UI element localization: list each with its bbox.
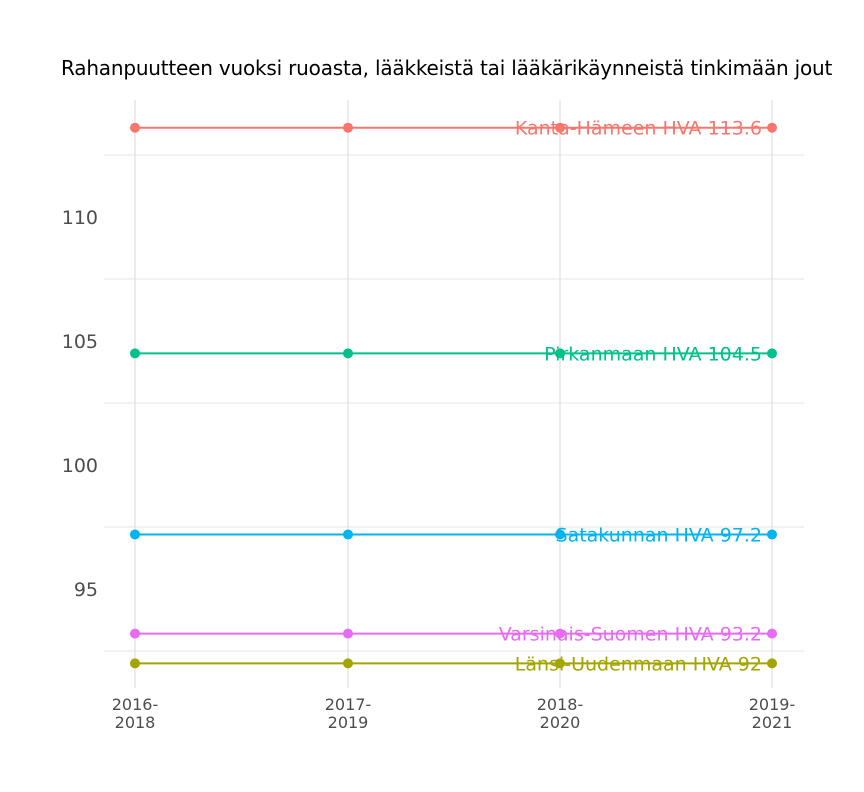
y-axis: 95 100 105 110 [62, 207, 98, 601]
x-tick-label: 2017- [325, 695, 372, 714]
data-point[interactable] [767, 658, 777, 669]
x-tick-label: 2018 [115, 713, 156, 732]
series-label: Satakunnan HVA 97.2 [556, 524, 762, 546]
data-point[interactable] [130, 658, 140, 669]
series-varsinais-suomen-hva: Varsinais-Suomen HVA 93.2 [130, 624, 777, 646]
data-point[interactable] [343, 122, 353, 133]
x-tick-label: 2016- [112, 695, 159, 714]
data-point[interactable] [555, 529, 565, 540]
data-point[interactable] [555, 658, 565, 669]
data-point[interactable] [343, 529, 353, 540]
series-group: Kanta-Hämeen HVA 113.6 Pirkanmaan HVA 104… [130, 118, 777, 675]
x-tick-label: 2020 [540, 713, 581, 732]
x-tick-label: 2019 [328, 713, 369, 732]
data-point[interactable] [343, 628, 353, 639]
y-tick-label: 110 [62, 207, 98, 229]
chart-title: Rahanpuutteen vuoksi ruoasta, lääkkeistä… [61, 56, 833, 80]
data-point[interactable] [767, 348, 777, 359]
data-point[interactable] [343, 658, 353, 669]
data-point[interactable] [555, 122, 565, 133]
series-l-nsi-uudenmaan-hva: Länsi-Uudenmaan HVA 92 [130, 653, 777, 675]
grid-lines [104, 100, 804, 688]
x-tick-label: 2021 [752, 713, 793, 732]
series-label: Pirkanmaan HVA 104.5 [544, 343, 762, 365]
data-point[interactable] [767, 628, 777, 639]
data-point[interactable] [130, 122, 140, 133]
data-point[interactable] [130, 529, 140, 540]
series-satakunnan-hva: Satakunnan HVA 97.2 [130, 524, 777, 546]
y-tick-label: 95 [74, 579, 98, 601]
data-point[interactable] [130, 628, 140, 639]
series-label: Varsinais-Suomen HVA 93.2 [499, 624, 762, 646]
y-tick-label: 100 [62, 455, 98, 477]
data-point[interactable] [767, 122, 777, 133]
series-label: Länsi-Uudenmaan HVA 92 [515, 653, 762, 675]
series-label: Kanta-Hämeen HVA 113.6 [515, 118, 762, 140]
x-tick-label: 2019- [749, 695, 796, 714]
data-point[interactable] [555, 628, 565, 639]
x-axis: 2016-2018 2017-2019 2018-2020 2019-2021 [112, 695, 796, 732]
y-tick-label: 105 [62, 331, 98, 353]
series-pirkanmaan-hva: Pirkanmaan HVA 104.5 [130, 343, 777, 365]
series-kanta-h-meen-hva: Kanta-Hämeen HVA 113.6 [130, 118, 777, 140]
data-point[interactable] [555, 348, 565, 359]
data-point[interactable] [343, 348, 353, 359]
x-tick-label: 2018- [537, 695, 584, 714]
data-point[interactable] [767, 529, 777, 540]
data-point[interactable] [130, 348, 140, 359]
